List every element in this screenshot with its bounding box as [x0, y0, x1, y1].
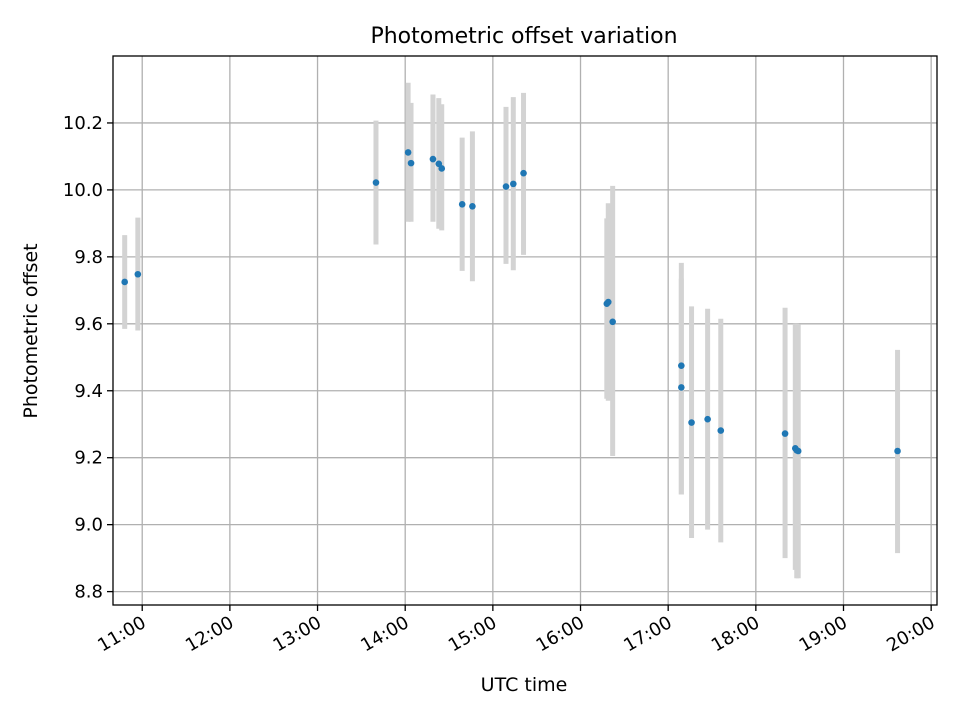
- data-point: [717, 427, 725, 434]
- data-point: [438, 165, 446, 172]
- y-tick-label: 9.0: [74, 515, 103, 536]
- data-point: [781, 430, 789, 437]
- data-point: [678, 384, 685, 391]
- data-point: [458, 200, 466, 208]
- data-point: [704, 415, 711, 423]
- y-tick-label: 10.0: [63, 180, 103, 201]
- data-point: [688, 419, 695, 426]
- data-point: [121, 278, 128, 286]
- y-axis-label: Photometric offset: [20, 243, 42, 418]
- data-point: [609, 318, 616, 326]
- y-tick-label: 9.8: [74, 247, 103, 268]
- data-point: [407, 159, 415, 167]
- data-point: [372, 179, 380, 186]
- data-point: [678, 362, 685, 369]
- data-points: [121, 149, 901, 455]
- data-point: [134, 270, 142, 278]
- plot-frame: [112, 55, 938, 606]
- y-tick-label: 9.6: [74, 314, 103, 335]
- data-point: [502, 183, 510, 190]
- y-tick-label: 9.4: [74, 381, 103, 402]
- data-point: [404, 149, 412, 156]
- data-point: [510, 180, 517, 188]
- y-axis-ticks: 8.8 9.0 9.2 9.4 9.6 9.8 10.0 10.2: [63, 113, 113, 603]
- chart-title: Photometric offset variation: [370, 24, 677, 49]
- data-point: [894, 447, 901, 455]
- data-point: [520, 169, 527, 177]
- data-point: [794, 447, 802, 455]
- y-tick-label: 8.8: [74, 582, 103, 603]
- data-point: [469, 203, 476, 210]
- y-tick-label: 9.2: [74, 448, 103, 469]
- x-axis-label: UTC time: [481, 674, 568, 696]
- data-point: [604, 298, 612, 306]
- y-tick-label: 10.2: [63, 113, 103, 134]
- data-point: [429, 155, 437, 163]
